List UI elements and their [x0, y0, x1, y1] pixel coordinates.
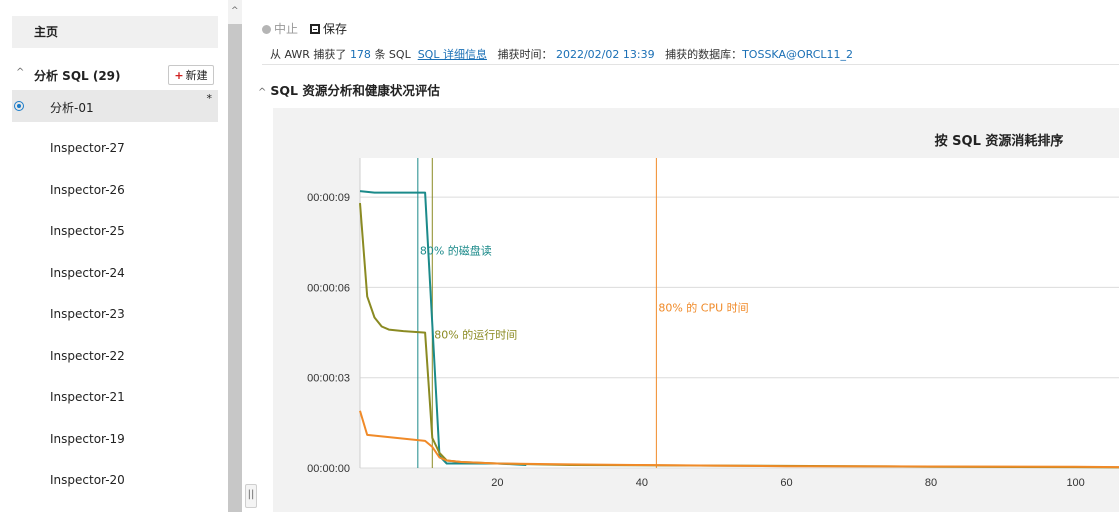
home-label: 主页 — [34, 25, 59, 39]
sql-count: 178 — [349, 48, 371, 61]
capture-info: 从 AWR 捕获了 178 条 SQL SQL 详细信息 捕获时间： 2022/… — [270, 46, 853, 62]
selected-item-label: 分析-01 — [50, 101, 94, 115]
series-line — [359, 410, 1119, 469]
sidebar-item-inspector[interactable]: Inspector-27 — [50, 141, 125, 155]
stop-label: 中止 — [274, 22, 299, 36]
unsaved-marker: * — [206, 92, 213, 105]
sidebar-item-inspector[interactable]: Inspector-19 — [50, 432, 125, 446]
sidebar-item-inspector[interactable]: Inspector-26 — [50, 183, 125, 197]
y-tick-label: 00:00:09 — [307, 192, 350, 204]
save-label: 保存 — [323, 22, 348, 36]
threshold-label: 80% 的运行时间 — [434, 328, 517, 342]
splitter-grip-icon[interactable]: || — [245, 484, 257, 508]
y-tick-label: 00:00:03 — [307, 373, 350, 385]
stop-button[interactable]: 中止 — [262, 20, 298, 37]
plot-area — [360, 158, 1119, 468]
chevron-up-icon[interactable]: ^ — [258, 87, 267, 98]
save-icon — [310, 24, 320, 34]
x-tick-label: 60 — [780, 477, 792, 489]
info-prefix: 从 AWR 捕获了 — [270, 48, 347, 61]
sidebar-item-inspector[interactable]: Inspector-21 — [50, 390, 125, 404]
sidebar-item-home[interactable]: 主页 — [12, 16, 218, 48]
scroll-up-icon[interactable]: ^ — [231, 6, 239, 16]
radio-selected-icon — [14, 101, 24, 111]
sidebar-item-inspector[interactable]: Inspector-20 — [50, 473, 125, 487]
x-tick-label: 80 — [925, 477, 937, 489]
new-analysis-button[interactable]: + 新建 — [168, 65, 214, 85]
capture-db-label: 捕获的数据库： — [665, 48, 743, 61]
chevron-up-icon[interactable]: ^ — [16, 67, 25, 78]
sidebar-item-inspector[interactable]: Inspector-25 — [50, 224, 125, 238]
sidebar-item-selected[interactable]: 分析-01 * — [12, 90, 218, 122]
capture-db-value: TOSSKA@ORCL11_2 — [742, 48, 854, 61]
sql-details-link[interactable]: SQL 详细信息 — [417, 48, 487, 61]
resource-chart: 00:00:00 00:00:03 00:00:06 00:00:09 20 40 60 80… — [307, 133, 1119, 489]
x-tick-label: 100 — [1066, 477, 1084, 489]
sidebar: 主页 ^ 分析 SQL (29) + 新建 分析-01 * Inspector-2… — [0, 0, 228, 512]
threshold-label: 80% 的 CPU 时间 — [658, 300, 748, 314]
sidebar-item-inspector[interactable]: Inspector-24 — [50, 266, 125, 280]
analysis-header-label: 分析 SQL (29) — [34, 69, 121, 83]
x-tick-label: 40 — [636, 477, 648, 489]
plus-icon: + — [174, 69, 184, 82]
pane-splitter[interactable]: || — [242, 0, 258, 512]
x-tick-label: 20 — [491, 477, 503, 489]
sidebar-item-inspector[interactable]: Inspector-22 — [50, 349, 125, 363]
sidebar-scrollbar[interactable]: ^ — [228, 0, 242, 512]
scrollbar-thumb[interactable] — [228, 24, 242, 512]
section-title: SQL 资源分析和健康状况评估 — [270, 83, 440, 98]
y-tick-label: 00:00:00 — [307, 463, 350, 475]
chart-title: 按 SQL 资源消耗排序 — [935, 133, 1064, 149]
info-suffix: 条 SQL — [374, 48, 411, 61]
save-button[interactable]: 保存 — [310, 20, 347, 37]
analysis-sql-header[interactable]: ^ 分析 SQL (29) — [0, 62, 228, 86]
threshold-label: 80% 的磁盘读 — [420, 243, 492, 257]
sidebar-item-inspector[interactable]: Inspector-23 — [50, 307, 125, 321]
resource-chart-panel: 00:00:00 00:00:03 00:00:06 00:00:09 20 40 60 80… — [273, 108, 1119, 512]
y-tick-label: 00:00:06 — [307, 282, 350, 294]
stop-icon — [262, 25, 271, 34]
section-header[interactable]: ^ SQL 资源分析和健康状况评估 — [258, 80, 440, 99]
capture-time-label: 捕获时间： — [497, 48, 553, 61]
capture-time-value: 2022/02/02 13:39 — [555, 48, 655, 61]
new-button-label: 新建 — [185, 69, 208, 82]
divider — [262, 64, 1119, 65]
